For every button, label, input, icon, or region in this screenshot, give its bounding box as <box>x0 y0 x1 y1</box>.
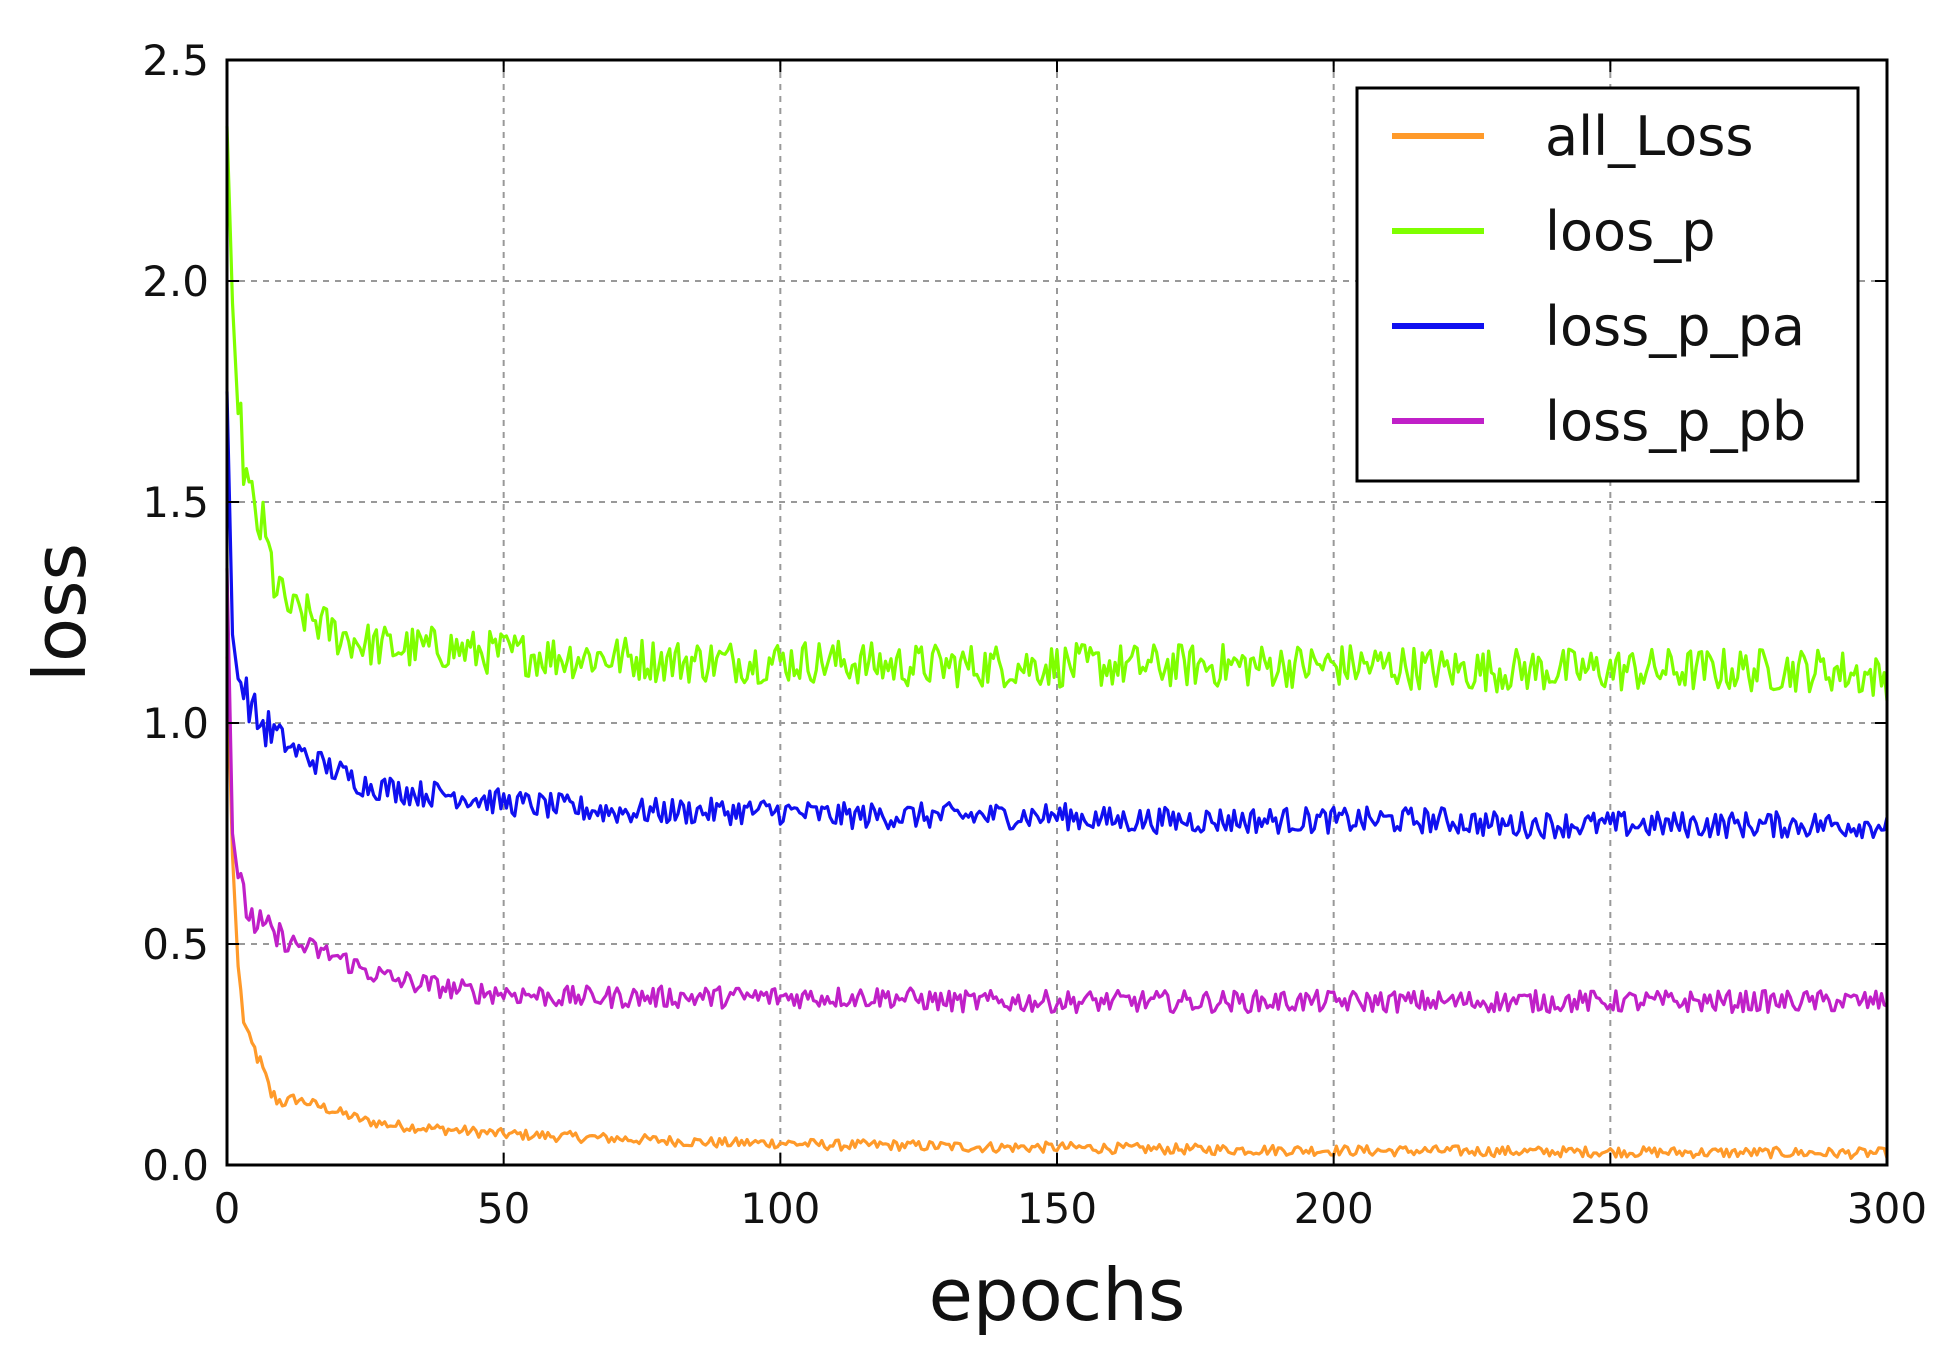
x-axis-title: epochs <box>929 1253 1186 1337</box>
y-tick-label: 2.0 <box>142 257 209 306</box>
legend-box <box>1355 86 1860 483</box>
y-tick-label: 1.0 <box>142 699 209 748</box>
y-tick-label: 0.5 <box>142 920 209 969</box>
y-tick-label: 1.5 <box>142 478 209 527</box>
x-tick-label: 50 <box>477 1184 530 1233</box>
x-tick-label: 150 <box>1017 1184 1097 1233</box>
series-line-3 <box>225 391 1889 840</box>
legend-label: loss_p_pa <box>1545 295 1805 358</box>
legend-label: all_Loss <box>1545 105 1754 168</box>
legend-label: loss_p_pb <box>1545 390 1806 453</box>
y-tick-label: 2.5 <box>142 36 209 85</box>
series-line-4 <box>225 568 1888 1015</box>
plot-series <box>225 126 1889 1160</box>
x-axis-ticks: 0 50 100 150 200 250 300 <box>214 60 1927 1233</box>
series-line-2 <box>225 126 1889 701</box>
y-axis-title: loss <box>18 543 102 682</box>
x-tick-label: 100 <box>740 1184 820 1233</box>
grid-lines <box>227 60 1887 1165</box>
legend-label: loos_p <box>1545 200 1716 263</box>
x-tick-label: 200 <box>1294 1184 1374 1233</box>
series-line-1 <box>225 656 1889 1160</box>
y-tick-label: 0.0 <box>142 1141 209 1190</box>
x-tick-label: 0 <box>214 1184 241 1233</box>
y-axis-ticks: 0.0 0.5 1.0 1.5 2.0 2.5 <box>142 36 1887 1190</box>
x-tick-label: 300 <box>1847 1184 1927 1233</box>
legend: all_Loss loos_p loss_p_pa loss_p_pb <box>1355 86 1860 483</box>
x-tick-label: 250 <box>1570 1184 1650 1233</box>
